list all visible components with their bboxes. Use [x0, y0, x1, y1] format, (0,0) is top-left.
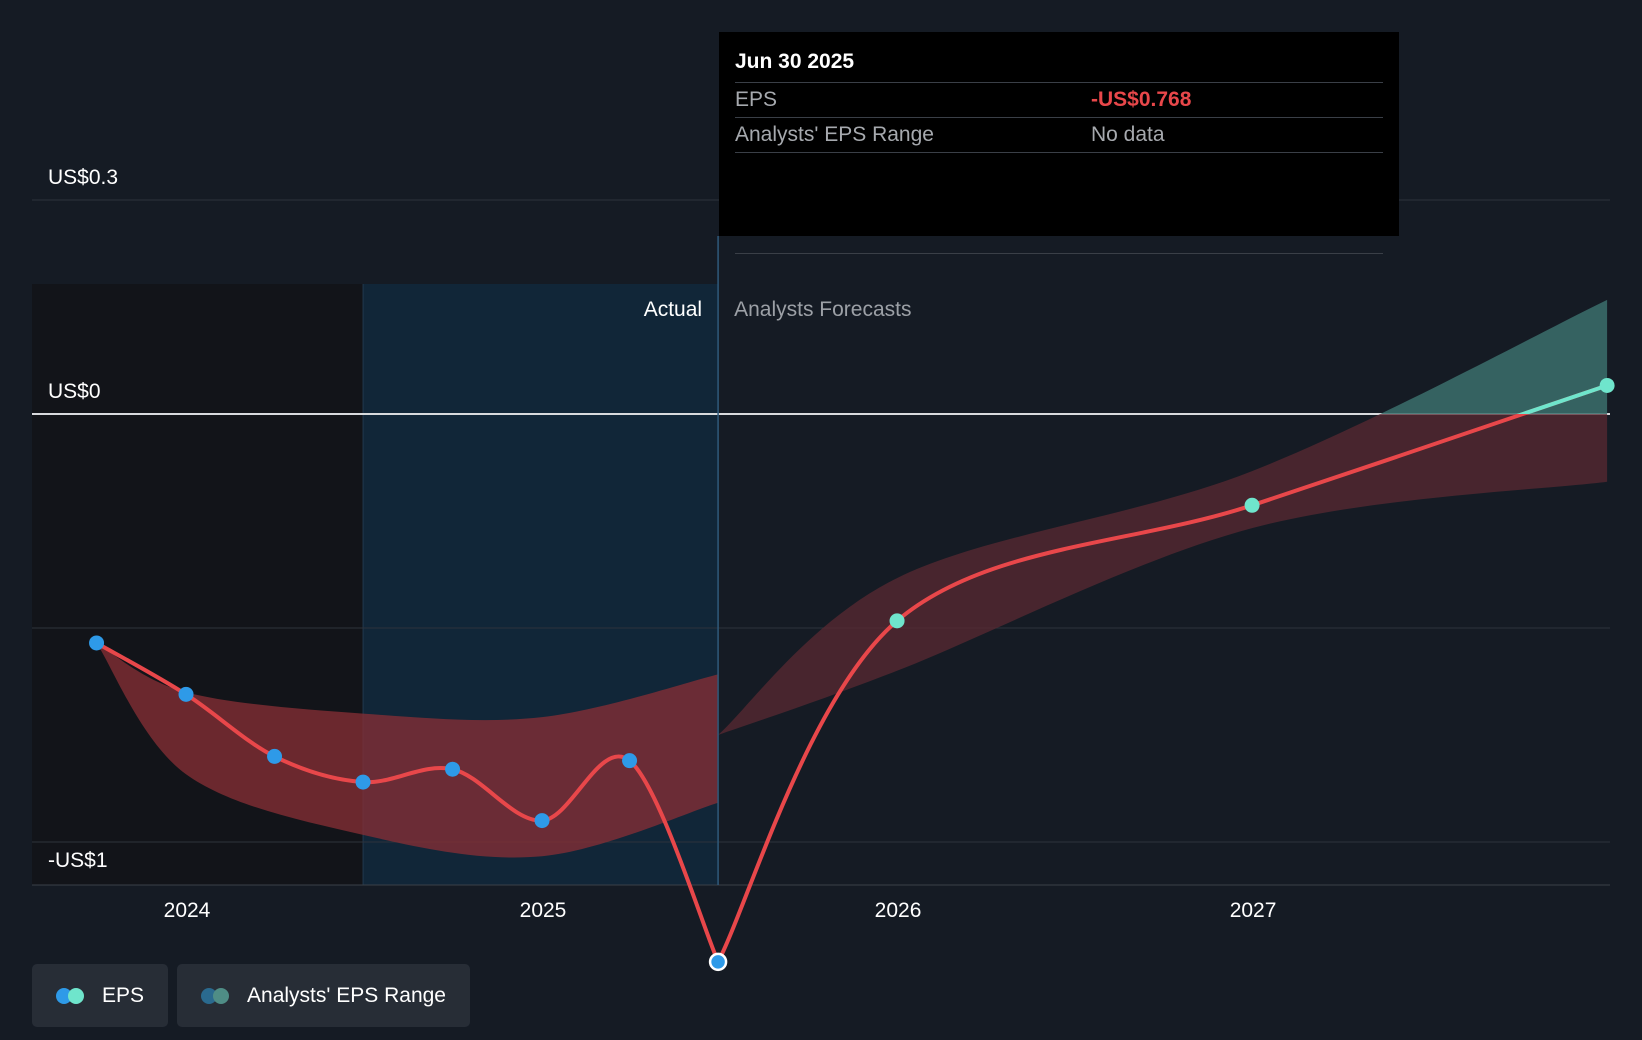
legend-label-eps: EPS	[102, 983, 145, 1007]
range-band-forecast-negative	[718, 414, 1608, 735]
x-tick-2024: 2024	[164, 899, 211, 922]
tooltip-date: Jun 30 2025	[735, 32, 1383, 83]
range-band-forecast-positive	[1380, 299, 1608, 414]
tooltip-spacer	[735, 153, 1383, 254]
legend: EPS Analysts' EPS Range	[32, 964, 470, 1027]
eps-line-forecast	[716, 383, 1610, 964]
tooltip-range-value: No data	[1091, 123, 1165, 146]
actual-label: Actual	[644, 298, 702, 321]
legend-item-range[interactable]: Analysts' EPS Range	[177, 964, 470, 1027]
eps-line-actual	[94, 640, 721, 964]
tooltip-eps-label: EPS	[735, 88, 778, 111]
tooltip-eps-value: -US$0.768	[1091, 88, 1192, 111]
legend-item-eps[interactable]: EPS	[32, 964, 169, 1027]
forecast-label: Analysts Forecasts	[734, 298, 911, 321]
range-band-actual	[96, 642, 719, 858]
eps-point-forecast-1	[889, 613, 905, 629]
y-label-0: US$0.3	[48, 166, 118, 189]
x-tick-2027: 2027	[1230, 899, 1277, 922]
tooltip-range-label: Analysts' EPS Range	[735, 123, 934, 146]
eps-point-actual-0	[89, 635, 105, 651]
x-tick-2026: 2026	[875, 899, 922, 922]
y-label-2: -US$1	[48, 849, 108, 872]
tooltip-row-range: Analysts' EPS Range No data	[735, 118, 1383, 153]
eps-point-forecast-3	[1599, 377, 1615, 393]
range-legend-icon	[201, 987, 231, 1004]
tooltip-row-eps: EPS -US$0.768	[735, 83, 1383, 118]
eps-point-actual-2	[267, 748, 283, 764]
eps-legend-icon	[56, 987, 86, 1004]
eps-point-actual-6	[622, 753, 638, 769]
eps-point-selected	[708, 952, 728, 972]
tooltip: Jun 30 2025 EPS -US$0.768 Analysts' EPS …	[719, 32, 1399, 254]
y-label-1: US$0	[48, 380, 101, 403]
eps-point-actual-5	[534, 813, 550, 829]
eps-point-forecast-2	[1244, 497, 1260, 513]
eps-point-actual-3	[355, 774, 371, 790]
eps-point-actual-1	[178, 686, 194, 702]
legend-label-range: Analysts' EPS Range	[247, 983, 446, 1007]
x-tick-2025: 2025	[520, 899, 567, 922]
eps-point-actual-4	[445, 761, 461, 777]
